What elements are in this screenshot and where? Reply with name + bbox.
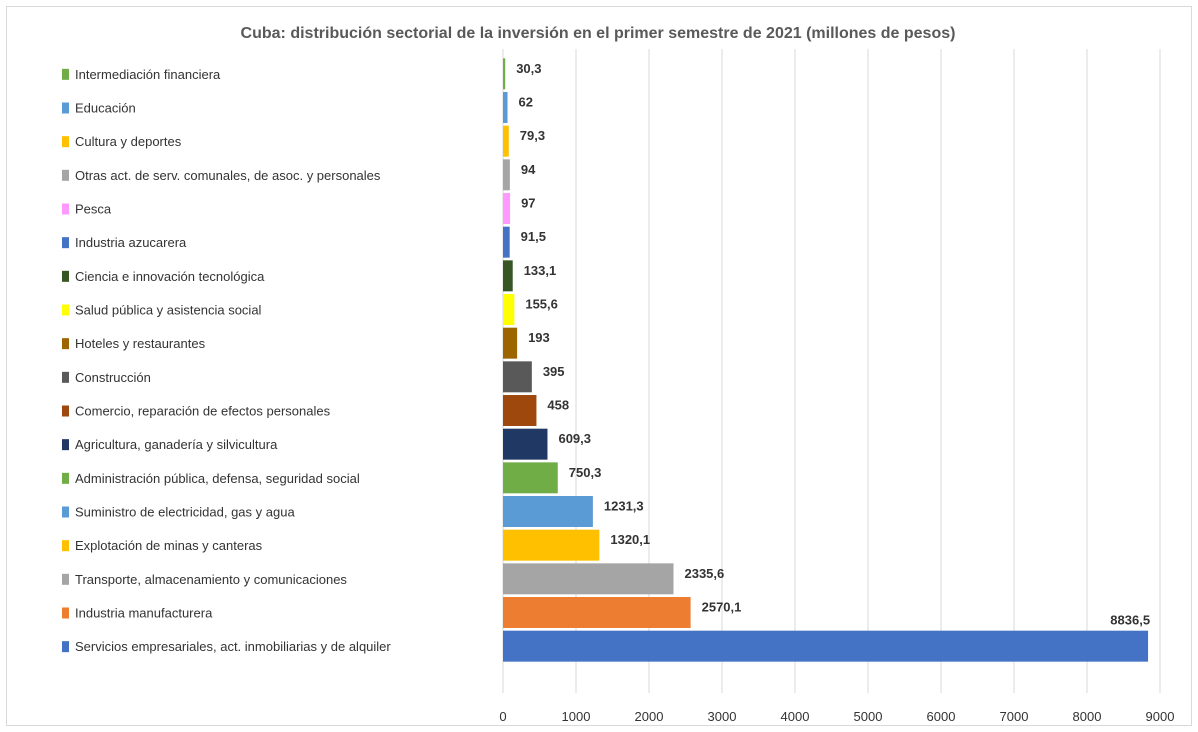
legend-swatch — [62, 304, 69, 316]
data-label: 62 — [519, 95, 533, 110]
legend-swatch — [62, 607, 69, 619]
legend-label: Explotación de minas y canteras — [75, 538, 263, 553]
data-label: 8836,5 — [1110, 613, 1150, 628]
legend-swatch — [62, 371, 69, 383]
bar — [503, 193, 511, 224]
bar — [503, 58, 506, 90]
bar — [503, 462, 558, 494]
bar — [503, 327, 518, 359]
data-label: 155,6 — [525, 297, 558, 312]
data-label: 609,3 — [558, 431, 591, 446]
legend-swatch — [62, 68, 69, 80]
legend-label: Industria manufacturera — [75, 606, 213, 621]
x-tick-label: 3000 — [708, 709, 737, 724]
legend-swatch — [62, 405, 69, 417]
chart-title: Cuba: distribución sectorial de la inver… — [241, 25, 956, 42]
legend-swatch — [62, 270, 69, 282]
x-tick-label: 7000 — [1000, 709, 1029, 724]
x-tick-label: 6000 — [927, 709, 956, 724]
x-tick-label: 0 — [499, 709, 506, 724]
data-label: 750,3 — [569, 465, 602, 480]
legend-label: Salud pública y asistencia social — [75, 303, 262, 318]
bar — [503, 563, 674, 595]
legend-label: Transporte, almacenamiento y comunicacio… — [75, 572, 347, 587]
data-label: 2570,1 — [702, 600, 742, 615]
x-tick-label: 8000 — [1073, 709, 1102, 724]
data-label: 1231,3 — [604, 499, 644, 514]
legend-label: Suministro de electricidad, gas y agua — [75, 505, 295, 520]
legend-swatch — [62, 472, 69, 484]
bar — [503, 159, 510, 191]
data-label: 30,3 — [516, 61, 541, 76]
legend-swatch — [62, 540, 69, 552]
bar — [503, 92, 508, 123]
data-label: 1320,1 — [610, 532, 650, 547]
data-label: 458 — [547, 398, 569, 413]
legend-swatch — [62, 573, 69, 585]
data-label: 2335,6 — [684, 566, 724, 581]
legend-label: Hoteles y restaurantes — [75, 336, 206, 351]
bar — [503, 428, 548, 460]
bar — [503, 597, 691, 628]
legend-swatch — [62, 641, 69, 653]
legend-swatch — [62, 506, 69, 518]
legend-swatch — [62, 102, 69, 114]
data-label: 193 — [528, 330, 550, 345]
legend-label: Otras act. de serv. comunales, de asoc. … — [75, 168, 381, 183]
bar — [503, 226, 510, 258]
bars: 30,3 62 79,3 94 97 91,5 133,1 155,6 193 395 458 609… — [503, 58, 1150, 662]
legend-label: Administración pública, defensa, segurid… — [75, 471, 360, 486]
x-axis-ticks: 0 1000 2000 3000 4000 5000 6000 7000 8000 9000 — [499, 709, 1174, 724]
legend-swatch — [62, 439, 69, 451]
legend-label: Agricultura, ganadería y silvicultura — [75, 437, 278, 452]
legend-label: Construcción — [75, 370, 151, 385]
legend-swatch — [62, 136, 69, 148]
data-label: 91,5 — [521, 229, 546, 244]
data-label: 94 — [521, 162, 536, 177]
x-tick-label: 2000 — [635, 709, 664, 724]
legend-swatch — [62, 169, 69, 181]
gridlines — [502, 49, 1161, 693]
legend-label: Pesca — [75, 202, 112, 217]
x-tick-label: 9000 — [1146, 709, 1175, 724]
data-label: 97 — [521, 196, 535, 211]
legend-label: Servicios empresariales, act. inmobiliar… — [75, 639, 391, 654]
data-label: 395 — [543, 364, 565, 379]
data-label: 133,1 — [524, 263, 557, 278]
x-tick-label: 4000 — [781, 709, 810, 724]
bar — [503, 496, 593, 527]
bar — [503, 529, 600, 561]
legend-swatch — [62, 338, 69, 350]
legend-swatch — [62, 237, 69, 249]
legend-swatch — [62, 203, 69, 215]
bar — [503, 361, 532, 393]
legend-label: Cultura y deportes — [75, 134, 182, 149]
bar — [503, 630, 1149, 662]
legend-label: Industria azucarera — [75, 235, 187, 250]
legend-label: Comercio, reparación de efectos personal… — [75, 404, 331, 419]
bar — [503, 395, 537, 426]
legend: Intermediación financiera Educación Cultur… — [62, 67, 391, 654]
bar — [503, 294, 515, 325]
legend-label: Ciencia e innovación tecnológica — [75, 269, 265, 284]
legend-label: Educación — [75, 101, 136, 116]
x-tick-label: 1000 — [562, 709, 591, 724]
bar — [503, 260, 513, 292]
legend-label: Intermediación financiera — [75, 67, 221, 82]
x-tick-label: 5000 — [854, 709, 883, 724]
data-label: 79,3 — [520, 128, 545, 143]
bar — [503, 125, 509, 157]
